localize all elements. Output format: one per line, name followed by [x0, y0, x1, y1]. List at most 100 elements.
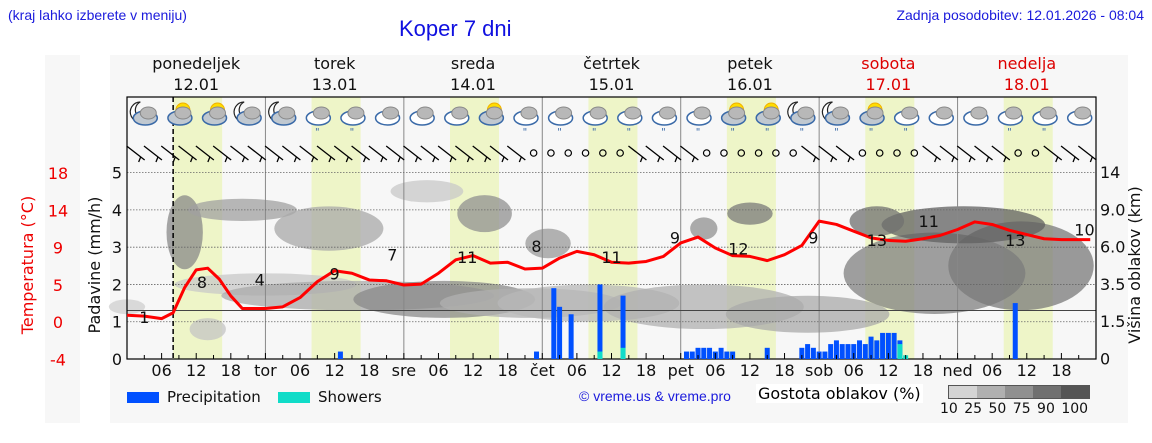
day-date: 13.01	[312, 75, 358, 94]
temperature-label: 10	[1074, 220, 1094, 239]
cloud-icon	[901, 106, 919, 120]
temperature-label: 9	[670, 229, 680, 248]
cloud-icon	[1004, 106, 1022, 120]
x-tick-label: 18	[497, 361, 517, 380]
cloud-icon	[693, 106, 711, 120]
rain-icon: "	[903, 127, 908, 138]
wind-barb-icon	[380, 156, 384, 163]
rain-icon: "	[1042, 127, 1047, 138]
wind-barb-icon	[172, 156, 176, 163]
cloud-height-tick: 6.0	[1100, 238, 1125, 257]
day-date: 12.01	[173, 75, 219, 94]
cloud-density-area	[390, 180, 464, 203]
cloud-icon	[831, 106, 849, 120]
cloud-height-tick: 9.0	[1100, 200, 1125, 219]
temperature-label: 8	[531, 237, 541, 256]
wind-barb-icon	[385, 145, 405, 161]
wind-barb-icon	[506, 145, 526, 161]
cloud-icon	[485, 106, 503, 120]
wind-barb-icon	[1072, 156, 1076, 163]
calm-wind-icon	[772, 149, 780, 157]
precipitation-bar	[337, 351, 343, 359]
rain-icon: "	[834, 127, 839, 138]
x-tick-label: 12	[324, 361, 344, 380]
x-tick-label: tor	[254, 361, 277, 380]
calm-wind-icon	[875, 149, 884, 157]
precipitation-tick: 5	[112, 164, 122, 183]
precipitation-bar	[689, 351, 695, 359]
x-tick-label: 06	[844, 361, 864, 380]
x-tick-label: 12	[878, 361, 898, 380]
x-tick-label: 06	[705, 361, 725, 380]
copyright-link[interactable]: © vreme.us & vreme.pro	[579, 388, 731, 404]
wind-barb-icon	[420, 145, 440, 161]
rain-icon: "	[626, 127, 631, 138]
x-tick-label: čet	[530, 361, 555, 380]
wind-barb-icon	[968, 156, 972, 163]
temperature-axis-panel	[45, 55, 80, 423]
x-tick-label: 18	[1051, 361, 1071, 380]
precipitation-bar	[839, 344, 845, 359]
cloud-density-area	[189, 318, 226, 341]
precipitation-bar	[1012, 303, 1018, 359]
calm-wind-icon	[529, 149, 538, 157]
wind-barb-icon	[489, 145, 509, 161]
wind-barb-icon	[276, 156, 280, 163]
precipitation-bar	[620, 295, 626, 359]
wind-barb-icon	[518, 156, 522, 163]
rain-icon: "	[1007, 127, 1012, 138]
wind-barb-icon	[1060, 145, 1080, 161]
cloud-icon	[797, 106, 815, 120]
precipitation-tick: 4	[112, 201, 122, 220]
cloud-icon	[520, 106, 538, 120]
precipitation-bar	[885, 332, 891, 359]
wind-barb-icon	[679, 145, 699, 161]
precipitation-bar	[551, 288, 557, 359]
last-update: Zadnja posodobitev: 12.01.2026 - 08:04	[896, 7, 1144, 23]
temperature-line	[126, 219, 1091, 321]
precipitation-bar	[828, 344, 834, 359]
x-tick-label: 12	[601, 361, 621, 380]
wind-barb-icon	[449, 156, 453, 163]
calm-wind-icon	[616, 149, 624, 157]
cloud-density-area	[849, 206, 905, 236]
calm-wind-icon	[1031, 149, 1040, 157]
x-tick-label: 06	[428, 361, 448, 380]
rain-icon: "	[523, 127, 528, 138]
wind-barb-icon	[299, 145, 319, 161]
temperature-label: 9	[808, 229, 818, 248]
rain-icon: "	[800, 127, 805, 138]
wind-barb-icon	[351, 145, 370, 161]
precipitation-bar	[845, 344, 851, 359]
x-tick-label: sob	[805, 361, 833, 380]
cloud-icon	[312, 106, 330, 120]
precipitation-tick: 3	[112, 238, 122, 257]
cloud-density-label: Gostota oblakov (%)	[756, 384, 923, 403]
cloud-icon	[555, 106, 573, 120]
rain-icon: "	[696, 127, 701, 138]
precipitation-bar	[707, 347, 713, 359]
day-name: torek	[314, 54, 356, 73]
temperature-label: 9	[330, 265, 340, 284]
showers-bar	[897, 344, 903, 359]
x-tick-label: 06	[982, 361, 1002, 380]
precipitation-bar	[891, 332, 897, 359]
cloud-height-tick: 14	[1100, 163, 1120, 182]
cloud-density-ticks: 10 25 50 75 90 100	[940, 401, 1089, 417]
legend-precipitation: Precipitation	[127, 388, 261, 406]
cloud-density-area	[725, 295, 890, 333]
colorbar-step	[977, 386, 1005, 398]
wind-barb-icon	[345, 156, 349, 163]
location-menu-hint[interactable]: (kraj lahko izberete v meniju)	[8, 7, 187, 23]
showers-bar	[620, 347, 626, 359]
rain-icon: "	[350, 127, 355, 138]
precipitation-bar	[695, 347, 701, 359]
precipitation-bar	[764, 347, 770, 359]
wind-barb-icon	[241, 156, 246, 163]
wind-barb-icon	[639, 156, 644, 163]
temperature-label: 13	[1005, 231, 1025, 250]
x-tick-label: 06	[567, 361, 587, 380]
precipitation-bar	[862, 344, 868, 359]
wind-barb-icon	[956, 145, 976, 161]
